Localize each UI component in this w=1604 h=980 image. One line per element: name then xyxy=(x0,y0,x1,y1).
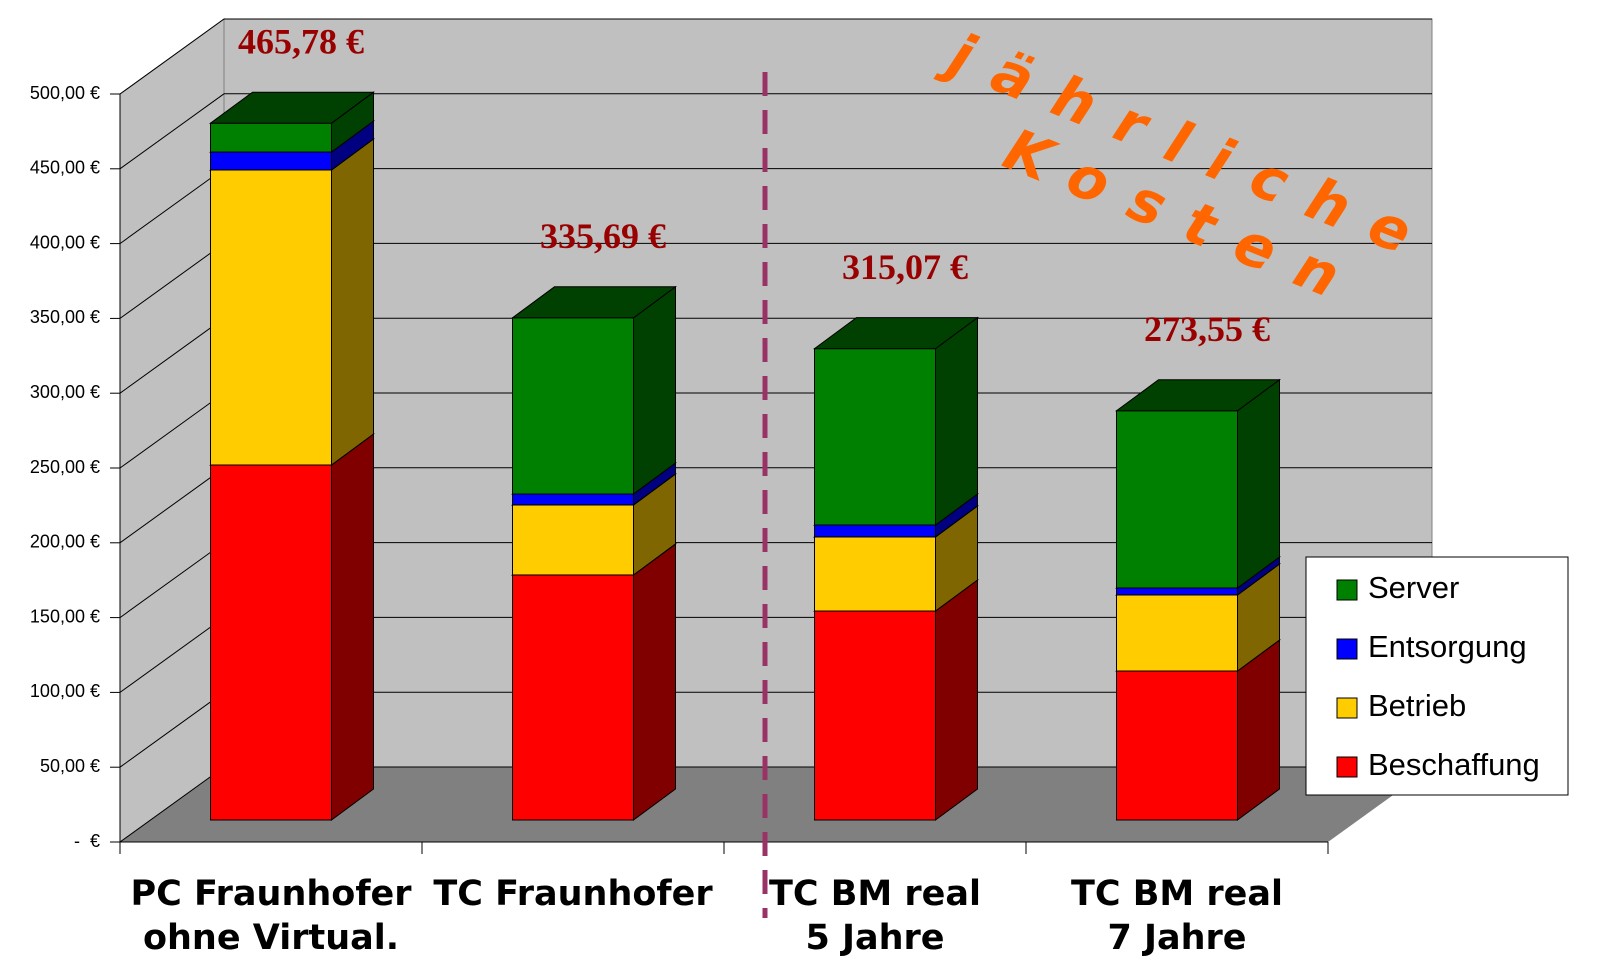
bar-top xyxy=(812,317,980,350)
grid-line xyxy=(119,542,225,619)
bar-side xyxy=(331,433,374,821)
total-label: 273,55 € xyxy=(1144,309,1270,349)
y-tick-label: 350,00 € xyxy=(30,307,100,327)
y-tick-label: 500,00 € xyxy=(30,83,100,103)
y-tick-label: 300,00 € xyxy=(30,382,100,402)
bar-segment xyxy=(814,610,936,821)
bar-segment xyxy=(814,524,936,538)
legend-label: Server xyxy=(1368,570,1459,605)
total-label: 335,69 € xyxy=(540,216,666,256)
x-tick-label: TC BM real 7 Jahre xyxy=(1070,874,1284,958)
bar-top xyxy=(510,286,678,319)
x-tick-label: PC Fraunhofer ohne Virtual. xyxy=(130,874,412,958)
bar-segment xyxy=(512,574,634,821)
bar-segment xyxy=(512,317,634,495)
bar-side xyxy=(633,285,676,496)
bar-segment xyxy=(512,493,634,506)
bar-segment xyxy=(814,536,936,612)
grid-line xyxy=(119,317,225,394)
floor xyxy=(120,767,1432,842)
grid-line xyxy=(119,616,225,693)
bar-segment xyxy=(1116,670,1238,821)
y-tick-label: 150,00 € xyxy=(30,606,100,626)
legend-label: Betrieb xyxy=(1368,688,1466,723)
bar-segment xyxy=(1116,410,1238,589)
grid-line xyxy=(119,691,225,768)
grid-line xyxy=(119,766,225,843)
y-tick-label: 200,00 € xyxy=(30,532,100,552)
y-tick-label: 400,00 € xyxy=(30,232,100,252)
bar-segment xyxy=(210,169,332,466)
bar-segment xyxy=(814,348,936,526)
bar-top xyxy=(1114,379,1282,412)
bar-segment xyxy=(1116,587,1238,596)
grid-line xyxy=(119,242,225,319)
bar-side xyxy=(1237,639,1280,821)
bar-top xyxy=(208,91,376,124)
legend-swatch xyxy=(1336,756,1358,778)
bar-side xyxy=(633,542,676,821)
x-tick-label: TC Fraunhofer xyxy=(433,874,713,914)
y-tick-label: 450,00 € xyxy=(30,158,100,178)
grid-line xyxy=(119,392,225,469)
grid-line xyxy=(119,18,225,95)
grid-line xyxy=(119,168,225,245)
legend-label: Entsorgung xyxy=(1368,629,1527,664)
bar-segment xyxy=(210,151,332,171)
grid-line xyxy=(119,93,225,170)
legend-swatch xyxy=(1336,697,1358,719)
y-tick-label: 100,00 € xyxy=(30,681,100,701)
total-label: 315,07 € xyxy=(842,247,968,287)
y-tick-label: 50,00 € xyxy=(40,756,100,776)
legend-label: Beschaffung xyxy=(1368,747,1540,782)
grid-line xyxy=(119,467,225,544)
legend-swatch xyxy=(1336,638,1358,660)
total-label: 465,78 € xyxy=(238,21,364,61)
bar-segment xyxy=(1116,594,1238,672)
bar-side xyxy=(935,316,978,526)
y-tick-label: 250,00 € xyxy=(30,457,100,477)
bar-side xyxy=(331,137,374,466)
bar-segment xyxy=(210,464,332,821)
x-tick-label: TC BM real 5 Jahre xyxy=(768,874,982,958)
bar-side xyxy=(1237,378,1280,589)
legend-swatch xyxy=(1336,579,1358,601)
bar-segment xyxy=(512,504,634,576)
bar-side xyxy=(935,579,978,821)
bar-segment xyxy=(210,122,332,153)
y-tick-label: - € xyxy=(74,831,100,851)
